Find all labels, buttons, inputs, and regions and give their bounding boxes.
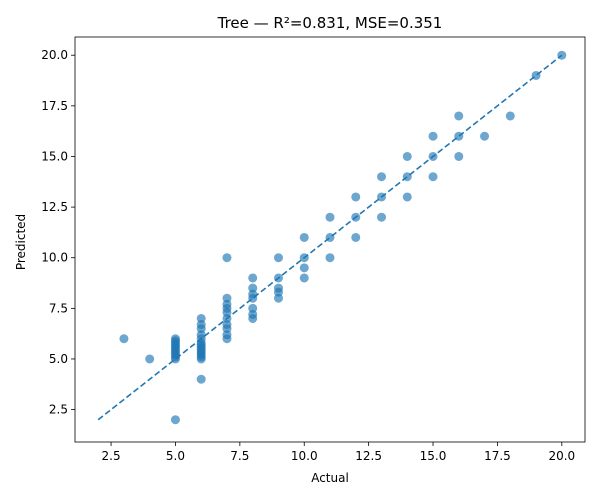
points-layer [119,50,567,425]
x-tick-label: 7.5 [230,449,249,463]
data-point [325,253,335,263]
data-point [170,334,180,344]
data-point [351,192,361,202]
y-tick-label: 15.0 [41,149,68,163]
y-tick-label: 2.5 [49,403,68,417]
y-tick-label: 7.5 [49,301,68,315]
data-point [248,283,258,293]
x-tick-label: 17.5 [484,449,511,463]
data-point [377,172,387,182]
plot-frame [74,36,586,443]
data-point [248,273,258,283]
data-point [325,212,335,222]
data-point [480,131,490,141]
y-tick-label: 5.0 [49,352,68,366]
data-point [325,232,335,242]
data-point [531,70,541,80]
data-point [299,263,309,273]
data-point [119,334,129,344]
data-point [196,313,206,323]
data-point [428,172,438,182]
data-point [402,192,412,202]
data-point [273,253,283,263]
x-axis-label: Actual [311,471,349,485]
data-point [248,303,258,313]
x-tick-label: 20.0 [548,449,575,463]
x-tick-label: 5.0 [166,449,185,463]
data-point [222,293,232,303]
plot-area [74,36,586,443]
data-point [170,415,180,425]
data-point [428,151,438,161]
data-point [428,131,438,141]
data-point [273,283,283,293]
data-point [402,151,412,161]
y-tick-label: 12.5 [41,200,68,214]
x-tick-label: 10.0 [291,449,318,463]
data-point [454,111,464,121]
chart-title: Tree — R²=0.831, MSE=0.351 [217,14,443,32]
data-point [402,172,412,182]
x-tick-label: 15.0 [420,449,447,463]
data-point [377,192,387,202]
data-point [299,253,309,263]
data-point [273,273,283,283]
data-point [351,232,361,242]
data-point [299,232,309,242]
data-point [557,50,567,60]
y-axis-ticks: 2.5 5.0 7.5 10.0 12.5 15.0 17.5 20.0 [41,48,75,417]
data-point [222,253,232,263]
data-point [454,151,464,161]
x-tick-label: 12.5 [355,449,382,463]
data-point [351,212,361,222]
reference-line [97,54,563,421]
data-point [505,111,515,121]
data-point [196,374,206,384]
y-tick-label: 10.0 [41,251,68,265]
data-point [377,212,387,222]
y-tick-label: 20.0 [41,48,68,62]
x-axis-ticks: 2.5 5.0 7.5 10.0 12.5 15.0 17.5 20.0 [102,442,575,463]
data-point [299,273,309,283]
data-point [145,354,155,364]
x-tick-label: 2.5 [102,449,121,463]
data-point [454,131,464,141]
y-axis-label: Predicted [14,214,28,270]
y-tick-label: 17.5 [41,99,68,113]
